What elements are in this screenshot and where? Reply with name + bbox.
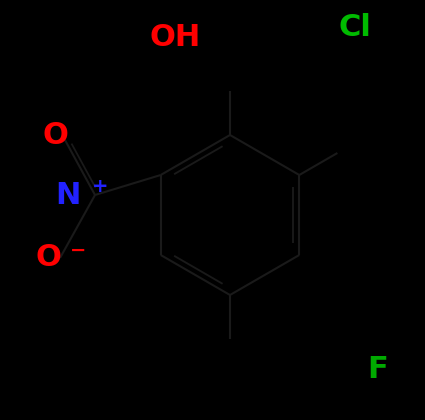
Text: OH: OH [149, 24, 201, 52]
Text: F: F [368, 355, 388, 384]
Text: Cl: Cl [339, 13, 371, 42]
Text: O: O [35, 244, 61, 273]
Text: N: N [55, 181, 81, 210]
Text: −: − [70, 241, 86, 260]
Text: O: O [42, 121, 68, 150]
Text: +: + [92, 176, 108, 195]
